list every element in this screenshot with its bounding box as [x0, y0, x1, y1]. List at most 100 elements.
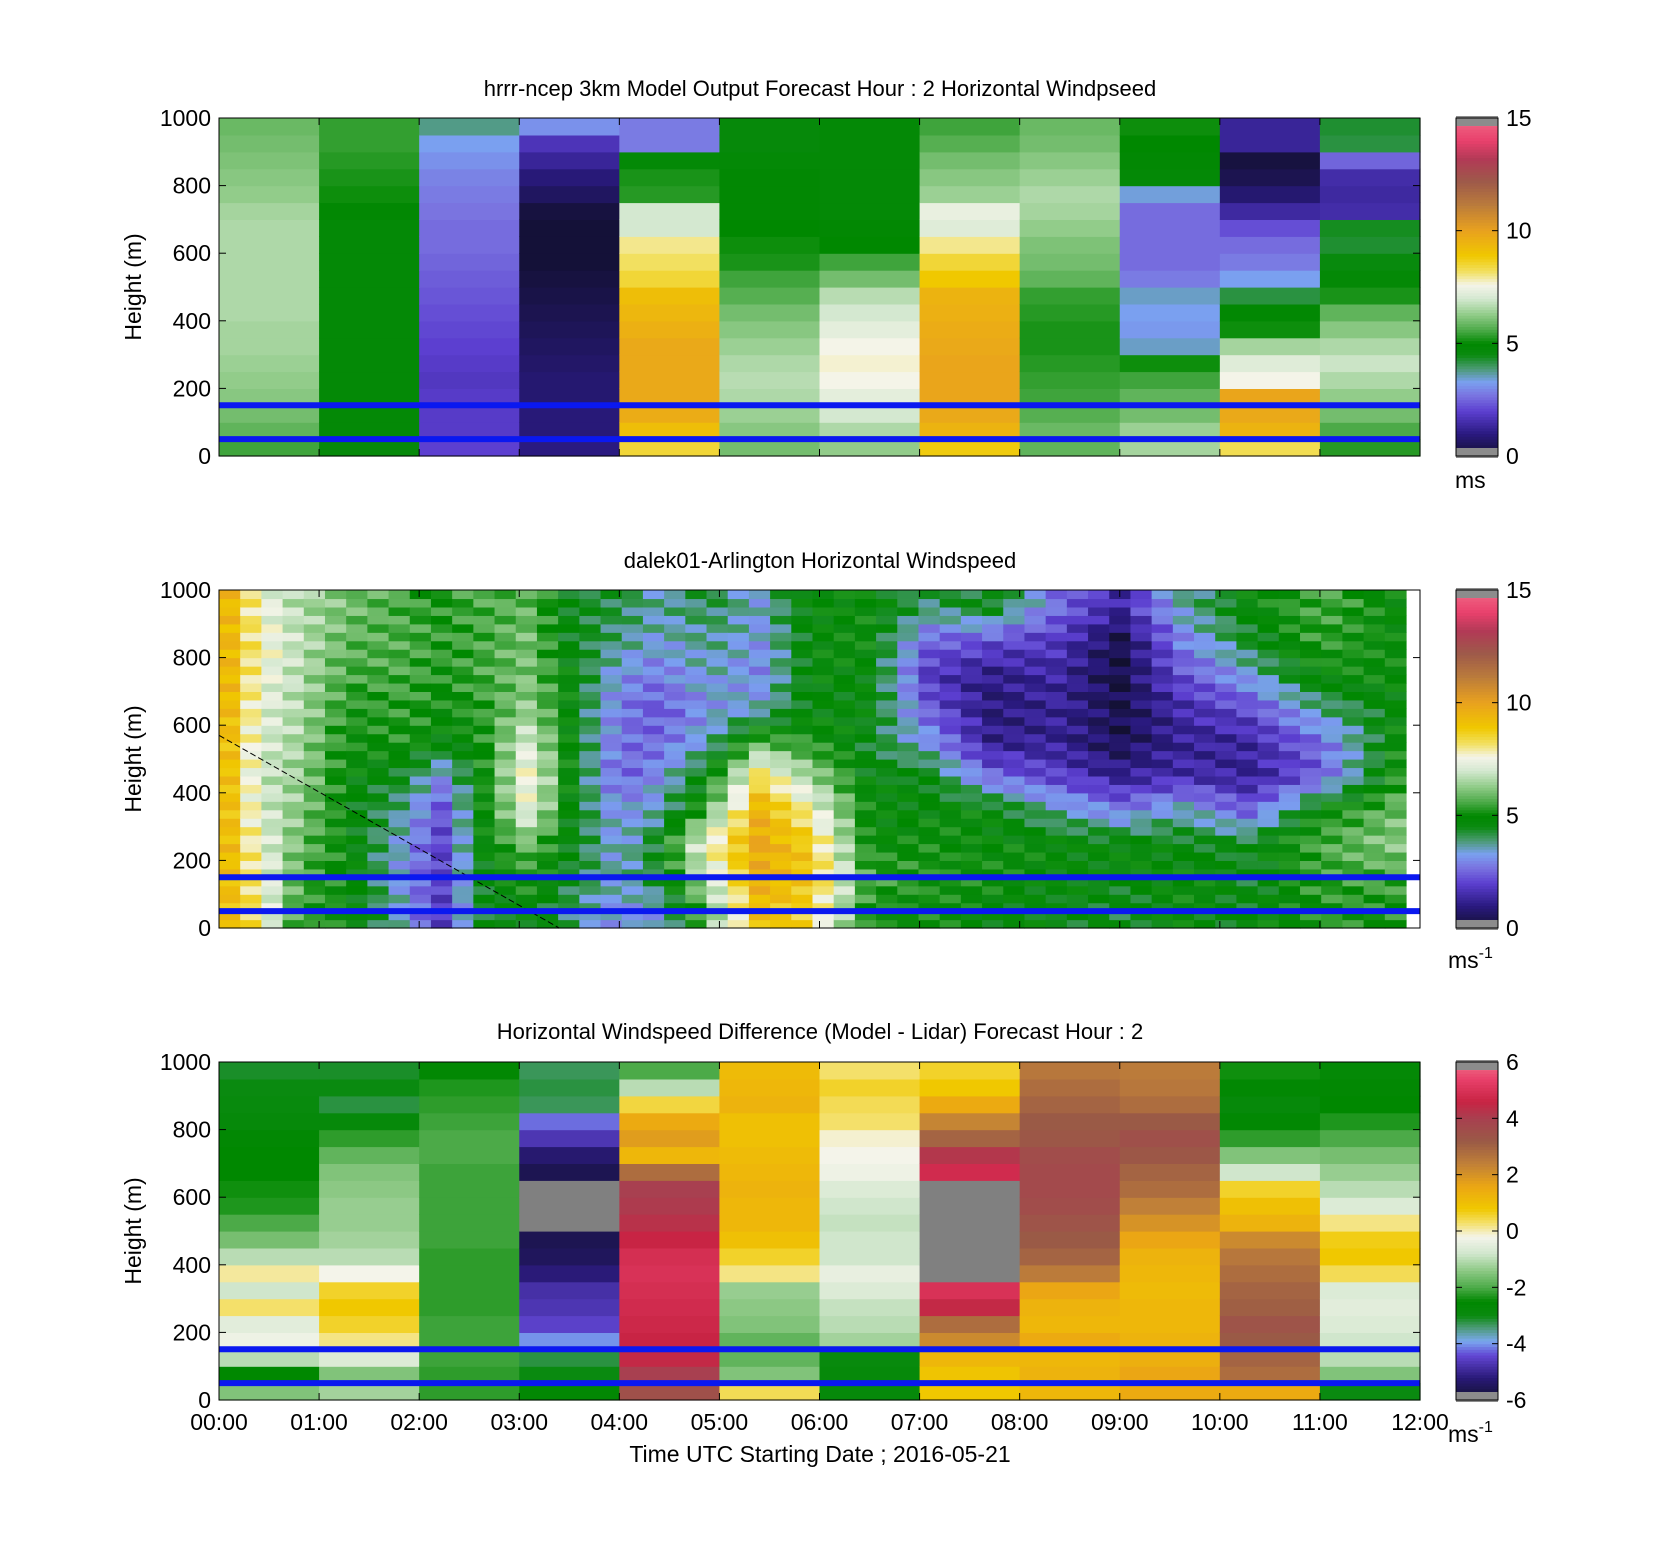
- heatmap-cell: [1024, 835, 1047, 845]
- heatmap-cell: [419, 1281, 520, 1300]
- heatmap-cell: [748, 699, 771, 709]
- colorbar-swatch: [1456, 1343, 1498, 1348]
- heatmap-cell: [1194, 826, 1216, 836]
- heatmap-cell: [727, 919, 750, 929]
- heatmap-cell: [579, 775, 602, 785]
- heatmap-cell: [727, 775, 750, 785]
- heatmap-cell: [1342, 885, 1365, 895]
- colorbar-swatch: [1456, 303, 1498, 308]
- heatmap-cell: [706, 623, 729, 633]
- heatmap-cell: [558, 657, 580, 667]
- heatmap-cell: [1172, 792, 1195, 802]
- heatmap-cell: [346, 809, 368, 819]
- heatmap-cell: [346, 902, 368, 912]
- heatmap-cell: [982, 826, 1004, 836]
- heatmap-cell: [1363, 868, 1386, 878]
- heatmap-cell: [519, 439, 620, 457]
- heatmap-cell: [1319, 1366, 1421, 1384]
- heatmap-cell: [219, 236, 320, 254]
- heatmap-cell: [1257, 590, 1280, 600]
- heatmap-cell: [240, 674, 262, 684]
- heatmap-cell: [960, 877, 983, 887]
- heatmap-cell: [791, 657, 814, 667]
- heatmap-cell: [748, 911, 771, 921]
- heatmap-cell: [812, 868, 835, 878]
- colorbar-swatch: [1456, 433, 1498, 437]
- heatmap-cell: [982, 716, 1004, 726]
- heatmap-cell: [1109, 674, 1132, 684]
- heatmap-cell: [1236, 623, 1259, 633]
- heatmap-cell: [706, 742, 729, 752]
- heatmap-cell: [918, 911, 941, 921]
- heatmap-cell: [719, 1095, 821, 1114]
- colorbar-swatch: [1456, 770, 1498, 774]
- heatmap-cell: [1321, 809, 1343, 819]
- heatmap-cell: [1066, 598, 1089, 608]
- heatmap-cell: [579, 750, 602, 760]
- heatmap-cell: [558, 674, 580, 684]
- heatmap-cell: [346, 733, 368, 743]
- heatmap-cell: [1066, 877, 1089, 887]
- heatmap-cell: [1236, 911, 1259, 921]
- heatmap-cell: [1194, 725, 1216, 735]
- heatmap-cell: [324, 733, 347, 743]
- heatmap-cell: [1024, 750, 1047, 760]
- heatmap-cell: [494, 767, 517, 777]
- heatmap-cell: [1219, 1332, 1321, 1350]
- heatmap-cell: [982, 902, 1004, 912]
- heatmap-cell: [409, 606, 432, 616]
- colorbar-swatch: [1456, 1377, 1498, 1381]
- heatmap-cell: [1119, 422, 1221, 440]
- heatmap-cell: [519, 405, 620, 423]
- x-tick-label: 05:00: [691, 1409, 749, 1435]
- heatmap-cell: [219, 439, 320, 457]
- heatmap-cell: [1045, 649, 1068, 659]
- colorbar-swatch: [1456, 1318, 1498, 1322]
- heatmap-cell: [324, 759, 347, 769]
- heatmap-cell: [833, 725, 856, 735]
- heatmap-cell: [473, 911, 496, 921]
- heatmap-cell: [1045, 877, 1068, 887]
- heatmap-cell: [1236, 666, 1259, 676]
- heatmap-cell: [706, 911, 729, 921]
- colorbar-swatch: [1456, 1388, 1498, 1393]
- colorbar-swatch: [1456, 194, 1498, 198]
- heatmap-cell: [1024, 733, 1047, 743]
- heatmap-cell: [452, 860, 474, 870]
- heatmap-cell: [727, 759, 750, 769]
- heatmap-cell: [1300, 590, 1322, 600]
- heatmap-cell: [1109, 911, 1132, 921]
- heatmap-cell: [918, 716, 941, 726]
- heatmap-cell: [219, 851, 241, 861]
- heatmap-cell: [1172, 809, 1195, 819]
- heatmap-cell: [409, 598, 432, 608]
- heatmap-cell: [664, 699, 686, 709]
- heatmap-cell: [939, 860, 962, 870]
- heatmap-cell: [1342, 877, 1365, 887]
- heatmap-cell: [819, 1298, 921, 1317]
- heatmap-cell: [664, 691, 686, 701]
- heatmap-cell: [939, 742, 962, 752]
- heatmap-cell: [960, 826, 983, 836]
- heatmap-cell: [748, 885, 771, 895]
- colorbar-swatch: [1456, 1380, 1498, 1384]
- heatmap-cell: [430, 801, 453, 811]
- heatmap-cell: [897, 674, 920, 684]
- heatmap-cell: [303, 649, 326, 659]
- heatmap-cell: [1088, 716, 1110, 726]
- heatmap-cell: [303, 742, 326, 752]
- heatmap-cell: [536, 649, 559, 659]
- heatmap-cell: [819, 1095, 921, 1114]
- heatmap-cell: [324, 919, 347, 929]
- heatmap-cell: [319, 1146, 420, 1164]
- heatmap-cell: [919, 439, 1021, 457]
- heatmap-cell: [1215, 750, 1238, 760]
- heatmap-cell: [727, 666, 750, 676]
- heatmap-cell: [621, 851, 644, 861]
- heatmap-cell: [1066, 843, 1089, 853]
- heatmap-cell: [1215, 606, 1238, 616]
- heatmap-cell: [219, 835, 241, 845]
- heatmap-cell: [1363, 818, 1386, 828]
- heatmap-cell: [452, 784, 474, 794]
